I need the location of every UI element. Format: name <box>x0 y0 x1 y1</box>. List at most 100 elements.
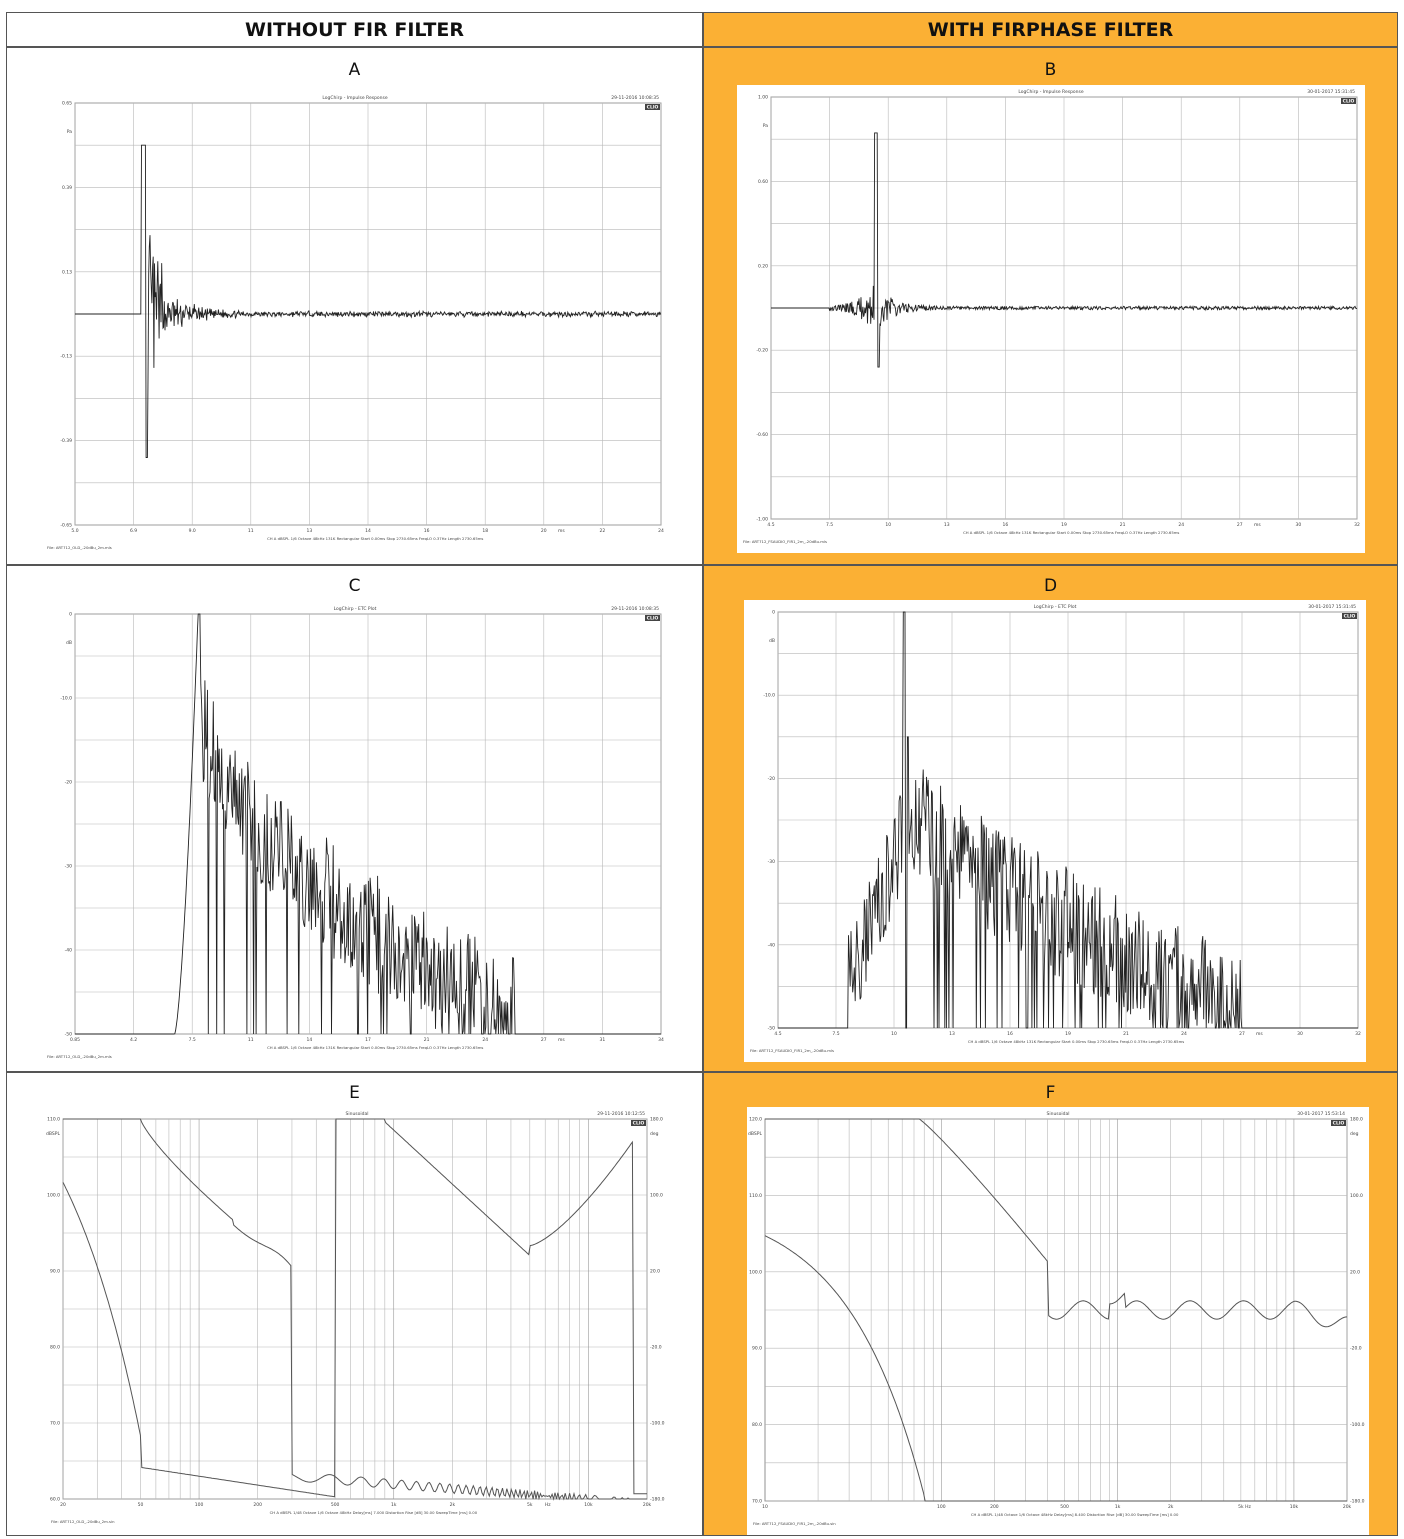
x-tick-label: 13 <box>949 1031 955 1037</box>
y-tick-label-right: -100.0 <box>1350 1422 1365 1428</box>
cell-c: C LogChirp - ETC Plot 29-11-2016 10:08:35… <box>6 565 703 1072</box>
chart-footer-file: File: ART712_FSAUDIO_FIR1_2m_-20dBu.mls <box>743 539 827 544</box>
x-tick-label: 7.5 <box>189 1037 196 1043</box>
y-axis-label: dBSPL <box>748 1131 762 1137</box>
measurement-trace <box>778 611 1358 1029</box>
y-tick-label-right: -20.0 <box>1350 1346 1362 1352</box>
x-tick-label: 17 <box>365 1037 371 1043</box>
x-tick-label: 1k <box>1115 1504 1121 1510</box>
y-axis-label: dB <box>66 640 72 646</box>
x-tick-label: 19 <box>1065 1031 1071 1037</box>
y-tick-label: 90.0 <box>50 1269 60 1275</box>
y-axis-label-right: deg <box>1350 1131 1359 1137</box>
y-axis-label: Pa <box>67 129 73 135</box>
x-tick-label: 21 <box>1123 1031 1129 1037</box>
cell-f: F Sinusoidal 30-01-2017 15:53:14 CLIO 120.0… <box>703 1072 1398 1536</box>
measurement-trace <box>771 132 1358 368</box>
x-axis-label: ms <box>558 529 565 534</box>
x-axis-label: ms <box>1256 1032 1263 1037</box>
header-without-fir: WITHOUT FIR FILTER <box>6 12 703 47</box>
y-tick-label: -1.00 <box>756 517 768 523</box>
x-tick-label: 1k <box>391 1502 397 1508</box>
chart-title: Sinusoidal <box>345 1111 368 1117</box>
chart-footer-file: File: ART712_FSAUDIO_FIR1_2m_-20dBu.mls <box>750 1048 834 1053</box>
panel-letter-e: E <box>349 1083 360 1103</box>
y-tick-label: 1.00 <box>758 95 768 101</box>
clio-badge-label: CLIO <box>647 616 659 622</box>
x-tick-label: 16 <box>1003 522 1009 528</box>
y-tick-label: -0.65 <box>60 523 72 529</box>
y-tick-label: 70.0 <box>752 1499 762 1505</box>
y-tick-label: 110.0 <box>47 1117 60 1123</box>
x-tick-label: 24 <box>1181 1031 1187 1037</box>
x-tick-label: 0.85 <box>70 1037 80 1043</box>
magnitude-trace <box>765 1118 1348 1328</box>
y-tick-label: 0.60 <box>758 179 768 185</box>
chart-title: LogChirp - Impulse Response <box>1018 89 1084 95</box>
clio-badge <box>631 1120 646 1126</box>
chart-timestamp: 30-01-2017 15:53:14 <box>1297 1111 1345 1117</box>
y-tick-label: -40 <box>768 942 775 948</box>
y-tick-label: -40 <box>65 948 72 954</box>
measurement-trace <box>75 613 661 1035</box>
clio-badge <box>645 104 660 110</box>
x-axis-label: Hz <box>545 1502 551 1508</box>
chart-e: Sinusoidal 29-11-2016 10:12:55 CLIO 110.0 10… <box>46 1111 665 1524</box>
chart-timestamp: 29-11-2016 10:12:55 <box>597 1111 645 1117</box>
x-tick-label: 5k <box>527 1502 533 1508</box>
measurement-trace <box>75 144 662 458</box>
x-tick-label: 20k <box>1343 1504 1352 1510</box>
comparison-grid: WITHOUT FIR FILTER WITH FIRPHASE FILTER … <box>6 12 1398 1536</box>
y-tick-label-right: -20.0 <box>650 1345 662 1351</box>
chart-title: LogChirp - ETC Plot <box>1034 604 1077 610</box>
chart-title: LogChirp - ETC Plot <box>334 606 377 612</box>
y-axis-label: dBSPL <box>46 1131 60 1137</box>
chart-title: LogChirp - Impulse Response <box>322 95 388 101</box>
x-tick-label: 34 <box>658 1037 664 1043</box>
x-tick-label: 27 <box>541 1037 547 1043</box>
chart-f: Sinusoidal 30-01-2017 15:53:14 CLIO 120.0 11… <box>748 1111 1365 1526</box>
y-tick-label: 110.0 <box>749 1193 762 1199</box>
y-tick-label: -0.39 <box>60 438 72 444</box>
header-with-firphase-label: WITH FIRPHASE FILTER <box>927 18 1174 41</box>
chart-title: Sinusoidal <box>1046 1111 1069 1117</box>
x-tick-label: 13 <box>307 528 313 534</box>
x-tick-label: 5.0 <box>71 528 78 534</box>
x-tick-label: 14 <box>307 1037 313 1043</box>
chart-timestamp: 30-01-2017 15:31:45 <box>1307 89 1355 95</box>
y-tick-label: -10.0 <box>763 693 775 699</box>
chart-panel-c: LogChirp - ETC Plot 29-11-2016 10:08:35 CL… <box>41 602 669 1068</box>
phase-trace <box>62 1118 647 1498</box>
clio-badge-label: CLIO <box>1333 1121 1345 1127</box>
x-tick-label: 30 <box>1296 522 1302 528</box>
x-tick-label: 10 <box>891 1031 897 1037</box>
y-tick-label-right: -180.0 <box>1350 1499 1365 1505</box>
y-axis-label-right: deg <box>650 1131 659 1137</box>
x-tick-label: 2k <box>1168 1504 1174 1510</box>
x-tick-label: 4.2 <box>130 1037 137 1043</box>
chart-footer-params: CH A dBSPL 1/6 Octave 48kHz 131K Rectang… <box>267 536 483 541</box>
y-tick-label: -20 <box>768 776 775 782</box>
y-tick-label-right: 180.0 <box>1350 1117 1363 1123</box>
x-tick-label: 22 <box>600 528 606 534</box>
phase-trace <box>764 1235 1347 1502</box>
x-tick-label: 32 <box>1355 1031 1361 1037</box>
x-tick-label: 4.5 <box>767 522 774 528</box>
y-tick-label: 70.0 <box>50 1421 60 1427</box>
chart-footer-file: File: ART712_FSAUDIO_FIR1_2m_-20dBu.sin <box>753 1521 836 1526</box>
x-axis-label: ms <box>1254 523 1261 528</box>
x-tick-label: 20 <box>60 1502 66 1508</box>
x-tick-label: 20k <box>643 1502 652 1508</box>
y-tick-label-right: 20.0 <box>1350 1269 1360 1275</box>
x-tick-label: 4.5 <box>774 1031 781 1037</box>
chart-panel-e: Sinusoidal 29-11-2016 10:12:55 CLIO 110.0 10… <box>45 1107 669 1533</box>
x-tick-label: 24 <box>658 528 664 534</box>
header-with-firphase: WITH FIRPHASE FILTER <box>703 12 1398 47</box>
clio-badge <box>645 615 660 621</box>
x-tick-label: 100 <box>937 1504 946 1510</box>
y-tick-label: -30 <box>65 864 72 870</box>
x-tick-label: 24 <box>1178 522 1184 528</box>
chart-c: LogChirp - ETC Plot 29-11-2016 10:08:35 CL… <box>47 606 664 1059</box>
cell-e: E Sinusoidal 29-11-2016 10:12:55 CLIO 110.0… <box>6 1072 703 1536</box>
y-tick-label: 0.20 <box>758 263 768 269</box>
